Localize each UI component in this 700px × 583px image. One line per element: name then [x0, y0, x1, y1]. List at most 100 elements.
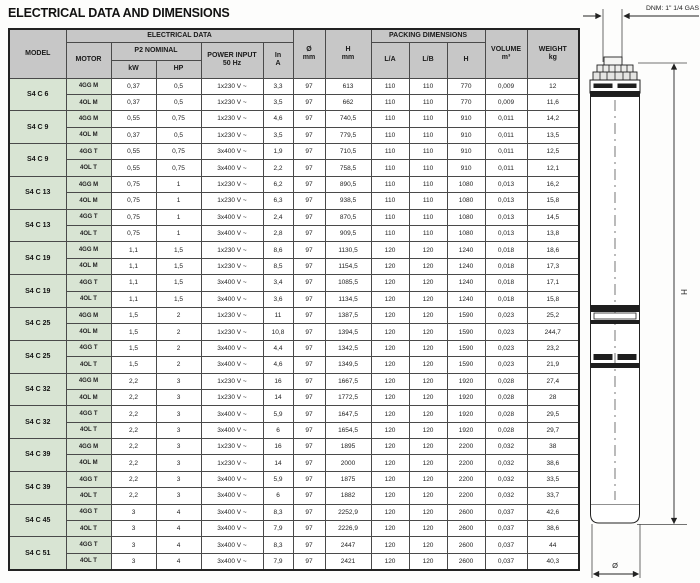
diameter-cell: 97	[292, 143, 326, 161]
kw-cell: 3	[110, 536, 157, 554]
weight-cell: 29,7	[526, 421, 580, 440]
hp-cell: 1	[155, 225, 202, 243]
l-a-cell: 120	[370, 503, 410, 522]
header-h-pack: H	[446, 41, 486, 79]
motor-cell: 4GG M	[65, 372, 112, 390]
l-b-cell: 120	[408, 503, 448, 522]
l-b-cell: 120	[408, 405, 448, 423]
table-row: 4OL M 1,5 2 1x230 V ~10,8 97 1394,5 120 120 1590…	[9, 323, 580, 341]
power-input-cell: 3x400 V ~	[200, 405, 264, 423]
motor-cell: 4OL T	[65, 290, 112, 308]
table-row: 4OL M 2,2 3 1x230 V ~14 97 1772,5 120 120 1920 0,…	[9, 388, 580, 407]
hp-cell: 4	[155, 520, 202, 538]
h-cell: 1154,5	[324, 257, 372, 276]
volume-cell: 0,037	[484, 520, 528, 538]
motor-cell: 4OL T	[65, 356, 112, 374]
in-a-cell: 11	[262, 306, 294, 325]
h-pack-cell: 1080	[446, 208, 486, 227]
h-cell: 1667,5	[324, 372, 372, 390]
l-a-cell: 120	[370, 388, 410, 407]
h-cell: 1130,5	[324, 241, 372, 259]
in-a-cell: 6,3	[262, 192, 294, 210]
diameter-cell: 97	[292, 241, 326, 259]
diameter-cell: 97	[292, 438, 326, 456]
header-volume: VOLUME m³	[484, 28, 528, 79]
electrical-data-table: MODEL ELECTRICAL DATA Ø mm H mm PACKING …	[8, 28, 581, 571]
header-volume-unit: m³	[501, 53, 511, 61]
l-a-cell: 120	[370, 274, 410, 292]
l-b-cell: 120	[408, 356, 448, 374]
l-b-cell: 110	[408, 93, 448, 112]
in-a-cell: 8,3	[262, 536, 294, 554]
power-input-cell: 3x400 V ~	[200, 487, 264, 505]
hp-cell: 4	[155, 536, 202, 554]
weight-cell: 23,2	[526, 339, 580, 358]
weight-cell: 42,6	[526, 503, 580, 522]
l-b-cell: 120	[408, 306, 448, 325]
volume-cell: 0,011	[484, 159, 528, 177]
in-a-cell: 3,5	[262, 93, 294, 112]
hp-cell: 1	[155, 192, 202, 210]
table-row: S4 C 13 4GG T 0,75 1 3x400 V ~2,4 97 870,5 110 1…	[8, 208, 580, 243]
weight-cell: 14,2	[526, 110, 580, 128]
weight-cell: 38	[526, 438, 580, 456]
header-power-input: POWER INPUT 50 Hz	[200, 41, 264, 79]
kw-cell: 0,55	[110, 143, 157, 161]
h-pack-cell: 1240	[446, 257, 486, 276]
l-b-cell: 110	[408, 175, 448, 194]
in-a-cell: 1,9	[262, 143, 294, 161]
weight-cell: 18,6	[526, 241, 580, 259]
motor-cell: 4GG M	[65, 175, 112, 194]
in-a-cell: 6	[262, 421, 294, 440]
header-la: L/A	[370, 41, 410, 79]
table-row: S4 C 39 4GG M 2,2 3 1x230 V ~16 97 1895 120 120 2…	[8, 438, 580, 472]
header-weight-label: WEIGHT	[538, 45, 567, 53]
model-cell: S4 C 9	[8, 110, 67, 145]
table-row: S4 C 9 4GG T 0,55 0,75 3x400 V ~1,9 97 710,5 11…	[8, 143, 580, 177]
table-row: S4 C 45 4GG T 3 4 3x400 V ~8,3 97 2252,9 120 120…	[8, 503, 580, 538]
diameter-cell: 97	[292, 356, 326, 374]
power-input-cell: 1x230 V ~	[200, 388, 264, 407]
h-pack-cell: 1920	[446, 372, 486, 390]
header-p2-nominal: P2 NOMINAL	[110, 41, 202, 61]
volume-cell: 0,028	[484, 372, 528, 390]
diameter-cell: 97	[292, 552, 326, 571]
hp-cell: 3	[155, 438, 202, 456]
l-a-cell: 110	[370, 208, 410, 227]
table-row: 4OL T 3 4 3x400 V ~7,9 97 2226,9 120 120 2600 0,0…	[9, 520, 580, 538]
l-b-cell: 120	[408, 388, 448, 407]
header-packing-dimensions: PACKING DIMENSIONS	[370, 28, 486, 43]
l-a-cell: 110	[370, 159, 410, 177]
in-a-cell: 2,2	[262, 159, 294, 177]
motor-cell: 4OL T	[65, 225, 112, 243]
motor-cell: 4OL T	[65, 520, 112, 538]
l-a-cell: 110	[370, 192, 410, 210]
hp-cell: 1,5	[155, 257, 202, 276]
kw-cell: 1,5	[110, 339, 157, 358]
table-row: 4OL M 1,1 1,5 1x230 V ~8,5 97 1154,5 120 120 124…	[9, 257, 580, 276]
hp-cell: 1,5	[155, 290, 202, 308]
motor-cell: 4OL M	[65, 323, 112, 341]
weight-cell: 33,7	[526, 487, 580, 505]
h-cell: 740,5	[324, 110, 372, 128]
l-a-cell: 110	[370, 77, 410, 95]
header-electrical-data: ELECTRICAL DATA	[65, 28, 294, 43]
l-b-cell: 120	[408, 339, 448, 358]
header-power-input-label: POWER INPUT	[207, 51, 257, 59]
in-a-cell: 3,5	[262, 126, 294, 145]
kw-cell: 0,75	[110, 208, 157, 227]
power-input-cell: 3x400 V ~	[200, 520, 264, 538]
l-a-cell: 120	[370, 536, 410, 554]
h-cell: 662	[324, 93, 372, 112]
volume-cell: 0,011	[484, 143, 528, 161]
kw-cell: 2,2	[110, 487, 157, 505]
pump-inlet-slot-left	[593, 354, 613, 360]
h-cell: 1134,5	[324, 290, 372, 308]
volume-cell: 0,032	[484, 470, 528, 489]
table-row: 4OL M 2,2 3 1x230 V ~14 97 2000 120 120 2200 0,03…	[9, 454, 580, 472]
in-a-cell: 14	[262, 454, 294, 472]
power-input-cell: 1x230 V ~	[200, 192, 264, 210]
power-input-cell: 1x230 V ~	[200, 77, 264, 95]
volume-cell: 0,032	[484, 487, 528, 505]
hp-cell: 0,75	[155, 143, 202, 161]
